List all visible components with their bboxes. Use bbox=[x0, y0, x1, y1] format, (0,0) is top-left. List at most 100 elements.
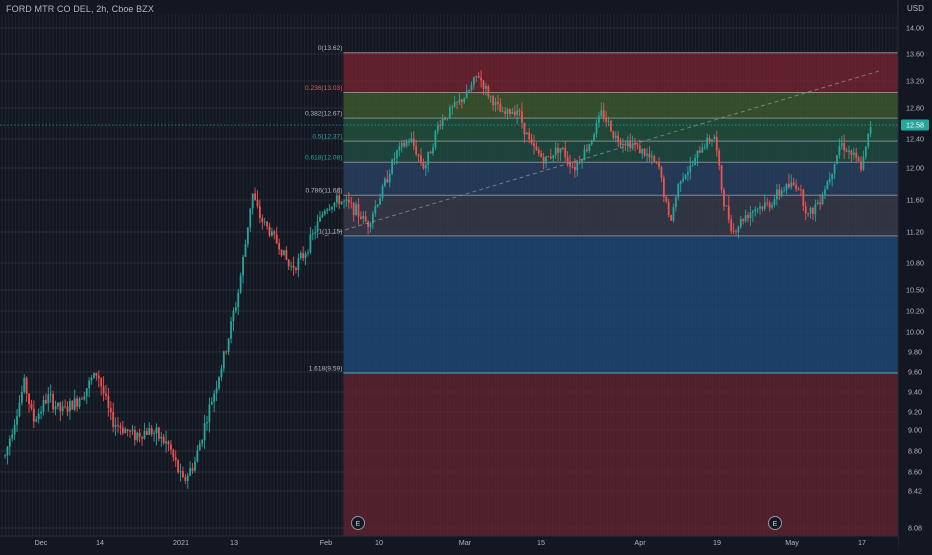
candle-body bbox=[749, 212, 752, 219]
candle-body bbox=[76, 398, 79, 407]
candle-body bbox=[145, 431, 148, 435]
candle-body bbox=[804, 205, 807, 214]
candle-body bbox=[37, 413, 40, 420]
candle-body bbox=[460, 99, 463, 103]
candle-body bbox=[439, 125, 442, 127]
candle-body bbox=[547, 156, 550, 158]
candle-body bbox=[600, 110, 603, 117]
candle-body bbox=[273, 231, 276, 235]
candle-body bbox=[506, 109, 509, 114]
candle-body bbox=[566, 157, 569, 162]
candle-body bbox=[679, 180, 682, 184]
candle-body bbox=[561, 148, 564, 149]
candle-body bbox=[251, 193, 254, 209]
candle-body bbox=[323, 210, 326, 215]
candle-body bbox=[20, 392, 23, 403]
candle-body bbox=[756, 208, 759, 210]
candle-body bbox=[261, 218, 264, 222]
candle-body bbox=[619, 141, 622, 146]
candle-body bbox=[807, 213, 810, 214]
candle-body bbox=[283, 250, 285, 256]
candle-body bbox=[292, 265, 295, 268]
candle-body bbox=[258, 206, 261, 219]
candle-body bbox=[244, 244, 247, 257]
time-tick-label: May bbox=[785, 538, 799, 547]
candle-body bbox=[711, 139, 713, 142]
candle-body bbox=[812, 207, 814, 214]
candle-body bbox=[737, 227, 740, 233]
candle-body bbox=[715, 136, 718, 151]
candle-body bbox=[271, 231, 273, 236]
candle-body bbox=[504, 111, 507, 114]
candle-body bbox=[549, 156, 552, 159]
candle-body bbox=[463, 98, 466, 103]
candle-body bbox=[576, 162, 579, 171]
candle-body bbox=[196, 450, 199, 462]
candle-body bbox=[824, 189, 826, 195]
candle-body bbox=[864, 146, 867, 157]
price-tick-label: 12.80 bbox=[906, 104, 924, 113]
time-tick-label: Feb bbox=[320, 538, 332, 547]
candle-body bbox=[638, 145, 641, 154]
candle-body bbox=[119, 425, 122, 428]
candle-body bbox=[376, 204, 379, 207]
candle-body bbox=[57, 402, 59, 407]
candle-body bbox=[485, 86, 487, 89]
candle-body bbox=[703, 147, 706, 149]
candle-body bbox=[379, 198, 382, 205]
candle-body bbox=[311, 233, 314, 235]
candle-body bbox=[848, 150, 850, 152]
candle-body bbox=[586, 149, 588, 151]
candle-body bbox=[287, 259, 290, 267]
currency-label[interactable]: USD bbox=[907, 4, 924, 13]
candle-body bbox=[583, 149, 586, 161]
candle-body bbox=[708, 138, 711, 142]
candle-body bbox=[112, 412, 115, 427]
price-tick-label: 11.20 bbox=[906, 228, 923, 237]
candle-body bbox=[674, 197, 677, 208]
candle-body bbox=[246, 227, 249, 245]
price-tick-label: 8.08 bbox=[908, 524, 922, 533]
candle-body bbox=[412, 138, 415, 147]
candle-body bbox=[254, 193, 256, 201]
price-tick-label: 10.20 bbox=[906, 307, 924, 316]
candle-body bbox=[403, 143, 406, 147]
earnings-marker-label: E bbox=[773, 521, 778, 528]
candle-body bbox=[405, 141, 408, 147]
candle-body bbox=[465, 91, 468, 99]
time-tick-label: Mar bbox=[459, 538, 472, 547]
time-tick-label: 19 bbox=[713, 538, 721, 547]
trend-line[interactable] bbox=[324, 70, 880, 237]
last-price-tag[interactable]: 12.58 bbox=[901, 119, 929, 131]
candle-body bbox=[626, 140, 629, 146]
fib-zone bbox=[343, 141, 898, 163]
candle-body bbox=[417, 154, 420, 156]
candle-body bbox=[194, 461, 196, 471]
candle-body bbox=[141, 436, 143, 439]
candle-body bbox=[422, 162, 425, 169]
candle-body bbox=[6, 446, 9, 456]
candle-body bbox=[13, 424, 16, 435]
candle-body bbox=[451, 106, 454, 108]
price-tick-label: 9.00 bbox=[908, 426, 922, 435]
candle-body bbox=[655, 161, 658, 163]
price-tick-label: 8.80 bbox=[908, 447, 922, 456]
candle-body bbox=[290, 265, 293, 267]
earnings-marker[interactable]: E bbox=[768, 516, 782, 530]
earnings-marker[interactable]: E bbox=[351, 516, 365, 530]
candle-body bbox=[263, 221, 266, 223]
candle-body bbox=[578, 162, 581, 164]
candle-body bbox=[102, 386, 105, 394]
price-tick-label: 13.60 bbox=[906, 50, 924, 59]
candle-body bbox=[234, 307, 237, 311]
price-tick-label: 9.60 bbox=[908, 368, 922, 377]
candle-body bbox=[256, 200, 259, 207]
candle-body bbox=[759, 206, 761, 209]
last-price-tag-label: 12.58 bbox=[906, 121, 924, 130]
candle-body bbox=[456, 102, 458, 103]
candle-body bbox=[802, 189, 805, 206]
price-tick-label: 8.42 bbox=[908, 487, 922, 496]
candle-body bbox=[696, 150, 699, 158]
